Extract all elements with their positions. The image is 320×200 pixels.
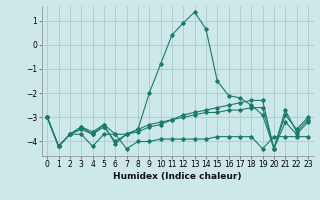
X-axis label: Humidex (Indice chaleur): Humidex (Indice chaleur) bbox=[113, 172, 242, 181]
